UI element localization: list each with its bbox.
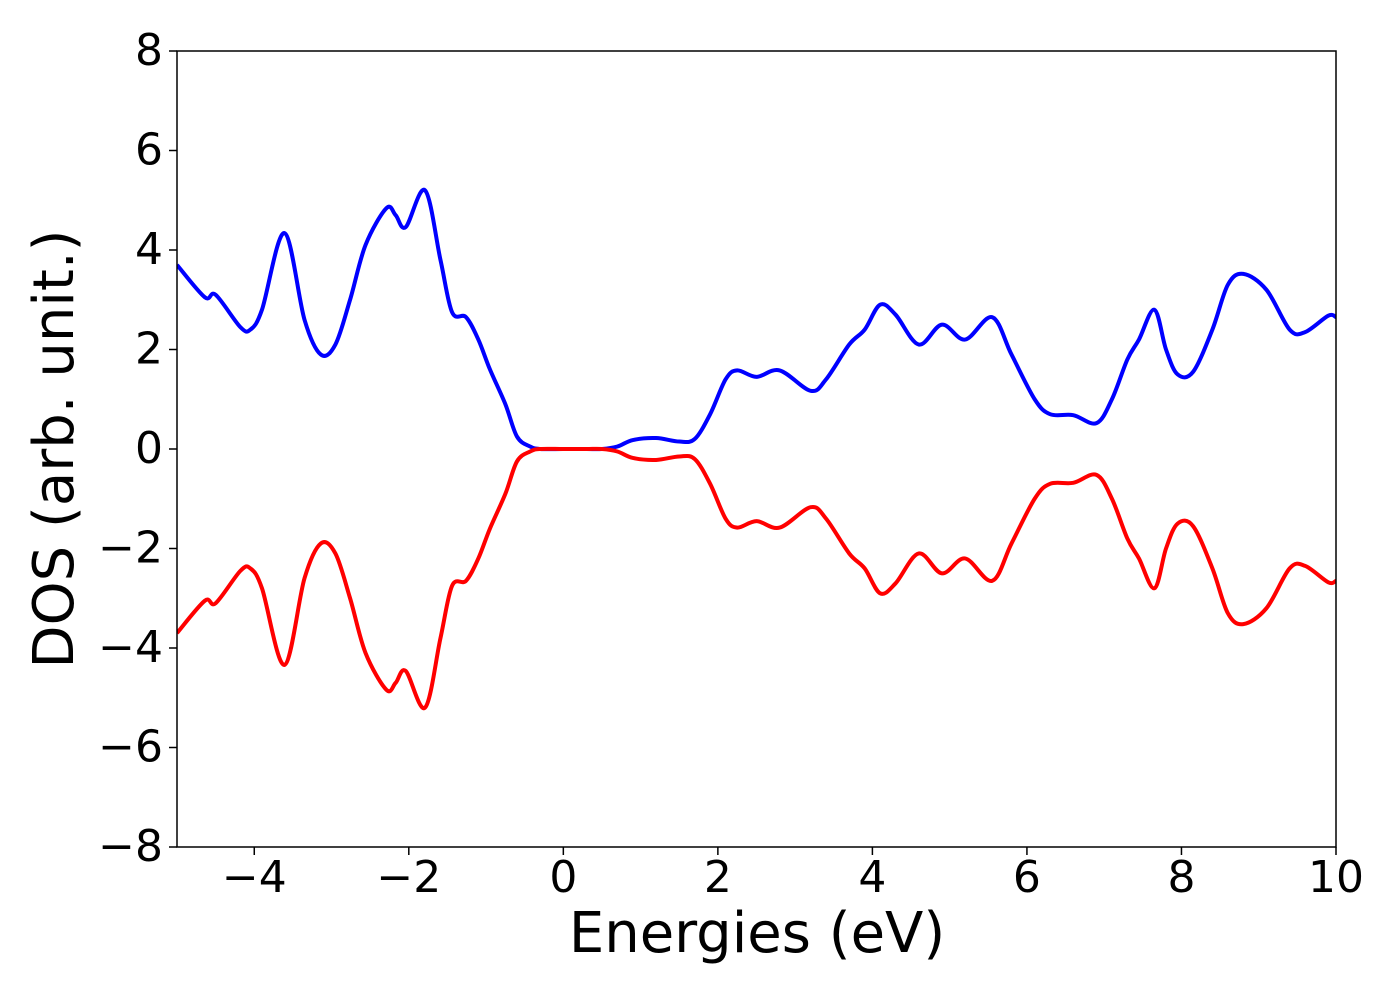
y-tick-label: −6 [98,722,163,773]
y-tick-label: −8 [98,821,163,872]
x-tick-label: 2 [704,852,732,903]
dos-line [177,446,1336,710]
y-tick-label: −4 [98,622,163,673]
y-axis-label: DOS (arb. unit.) [22,229,87,668]
x-tick-label: −2 [376,852,441,903]
y-tick-label: 8 [135,25,163,76]
plot-frame [176,50,1337,848]
y-tick-label: 4 [135,224,163,275]
x-tick-label: 4 [858,852,886,903]
y-tick-label: −2 [98,523,163,574]
x-axis-label: Energies (eV) [569,901,945,966]
x-tick-label: 0 [549,852,577,903]
y-tick-label: 2 [135,324,163,375]
y-tick-label: 6 [135,125,163,176]
x-tick-label: −4 [222,852,287,903]
y-tick-label: 0 [135,423,163,474]
x-tick-label: 10 [1308,852,1364,903]
x-tick-label: 8 [1167,852,1195,903]
dos-line [177,188,1336,452]
x-tick-label: 6 [1013,852,1041,903]
